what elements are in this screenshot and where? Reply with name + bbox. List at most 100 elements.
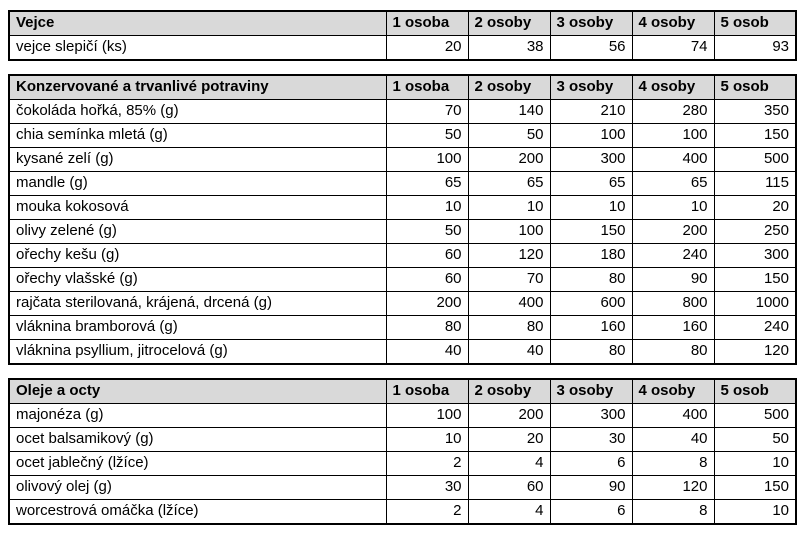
cell-value: 150 (713, 123, 797, 148)
cell-value: 80 (549, 339, 633, 365)
column-header-5-persons: 5 osob (713, 74, 797, 100)
cell-value: 50 (713, 427, 797, 452)
row-label: vláknina bramborová (g) (8, 315, 387, 340)
cell-value: 500 (713, 147, 797, 172)
cell-value: 40 (631, 427, 715, 452)
cell-value: 70 (385, 99, 469, 124)
cell-value: 200 (385, 291, 469, 316)
cell-value: 50 (467, 123, 551, 148)
table-row: čokoláda hořká, 85% (g) 70 140 210 280 350 (8, 99, 797, 124)
cell-value: 100 (467, 219, 551, 244)
cell-value: 1000 (713, 291, 797, 316)
column-header-1-persons: 1 osoba (385, 10, 469, 36)
table-row: ocet balsamikový (g) 10 20 30 40 50 (8, 427, 797, 452)
header-row: Konzervované a trvanlivé potraviny 1 osob… (8, 74, 797, 100)
cell-value: 20 (713, 195, 797, 220)
cell-value: 300 (713, 243, 797, 268)
cell-value: 120 (467, 243, 551, 268)
row-label: rajčata sterilovaná, krájená, drcená (g) (8, 291, 387, 316)
cell-value: 65 (549, 171, 633, 196)
row-label: kysané zelí (g) (8, 147, 387, 172)
section-title: Konzervované a trvanlivé potraviny (8, 74, 387, 100)
cell-value: 2 (385, 499, 469, 525)
row-label: mouka kokosová (8, 195, 387, 220)
row-label: mandle (g) (8, 171, 387, 196)
cell-value: 56 (549, 35, 633, 61)
cell-value: 74 (631, 35, 715, 61)
row-label: ocet jablečný (lžíce) (8, 451, 387, 476)
cell-value: 90 (631, 267, 715, 292)
cell-value: 160 (631, 315, 715, 340)
cell-value: 20 (385, 35, 469, 61)
cell-value: 200 (467, 403, 551, 428)
cell-value: 8 (631, 451, 715, 476)
cell-value: 50 (385, 219, 469, 244)
table-row: vláknina bramborová (g) 80 80 160 160 240 (8, 315, 797, 340)
table-row: rajčata sterilovaná, krájená, drcená (g)… (8, 291, 797, 316)
cell-value: 200 (631, 219, 715, 244)
column-header-4-persons: 4 osoby (631, 10, 715, 36)
cell-value: 140 (467, 99, 551, 124)
table-row: olivy zelené (g) 50 100 150 200 250 (8, 219, 797, 244)
cell-value: 120 (713, 339, 797, 365)
column-header-1-persons: 1 osoba (385, 378, 469, 404)
cell-value: 10 (385, 195, 469, 220)
row-label: vejce slepičí (ks) (8, 35, 387, 61)
cell-value: 10 (467, 195, 551, 220)
cell-value: 400 (467, 291, 551, 316)
cell-value: 6 (549, 451, 633, 476)
cell-value: 2 (385, 451, 469, 476)
cell-value: 120 (631, 475, 715, 500)
table-row: ocet jablečný (lžíce) 2 4 6 8 10 (8, 451, 797, 476)
cell-value: 115 (713, 171, 797, 196)
table-row: mandle (g) 65 65 65 65 115 (8, 171, 797, 196)
column-header-2-persons: 2 osoby (467, 74, 551, 100)
cell-value: 280 (631, 99, 715, 124)
table-row: worcestrová omáčka (lžíce) 2 4 6 8 10 (8, 499, 797, 525)
header-row: Oleje a octy 1 osoba 2 osoby 3 osoby 4 osoby… (8, 378, 797, 404)
cell-value: 10 (713, 451, 797, 476)
column-header-2-persons: 2 osoby (467, 378, 551, 404)
cell-value: 38 (467, 35, 551, 61)
cell-value: 10 (549, 195, 633, 220)
column-header-5-persons: 5 osob (713, 378, 797, 404)
row-label: olivový olej (g) (8, 475, 387, 500)
table-row: chia semínka mletá (g) 50 50 100 100 150 (8, 123, 797, 148)
cell-value: 8 (631, 499, 715, 525)
cell-value: 40 (467, 339, 551, 365)
cell-value: 100 (385, 403, 469, 428)
tables-container: Vejce 1 osoba 2 osoby 3 osoby 4 osoby 5 osob v… (8, 10, 797, 525)
section-title: Vejce (8, 10, 387, 36)
cell-value: 150 (713, 267, 797, 292)
cell-value: 600 (549, 291, 633, 316)
table-row: ořechy vlašské (g) 60 70 80 90 150 (8, 267, 797, 292)
column-header-3-persons: 3 osoby (549, 10, 633, 36)
cell-value: 6 (549, 499, 633, 525)
header-row: Vejce 1 osoba 2 osoby 3 osoby 4 osoby 5 osob (8, 10, 797, 36)
cell-value: 80 (631, 339, 715, 365)
column-header-2-persons: 2 osoby (467, 10, 551, 36)
table-row: vláknina psyllium, jitrocelová (g) 40 40 80… (8, 339, 797, 365)
cell-value: 4 (467, 499, 551, 525)
cell-value: 250 (713, 219, 797, 244)
cell-value: 65 (467, 171, 551, 196)
table-row: mouka kokosová 10 10 10 10 20 (8, 195, 797, 220)
cell-value: 30 (549, 427, 633, 452)
row-label: čokoláda hořká, 85% (g) (8, 99, 387, 124)
cell-value: 210 (549, 99, 633, 124)
cell-value: 65 (631, 171, 715, 196)
cell-value: 160 (549, 315, 633, 340)
cell-value: 30 (385, 475, 469, 500)
cell-value: 200 (467, 147, 551, 172)
cell-value: 93 (713, 35, 797, 61)
cell-value: 40 (385, 339, 469, 365)
cell-value: 350 (713, 99, 797, 124)
row-label: chia semínka mletá (g) (8, 123, 387, 148)
row-label: olivy zelené (g) (8, 219, 387, 244)
cell-value: 180 (549, 243, 633, 268)
cell-value: 240 (713, 315, 797, 340)
cell-value: 240 (631, 243, 715, 268)
column-header-4-persons: 4 osoby (631, 74, 715, 100)
row-label: ocet balsamikový (g) (8, 427, 387, 452)
